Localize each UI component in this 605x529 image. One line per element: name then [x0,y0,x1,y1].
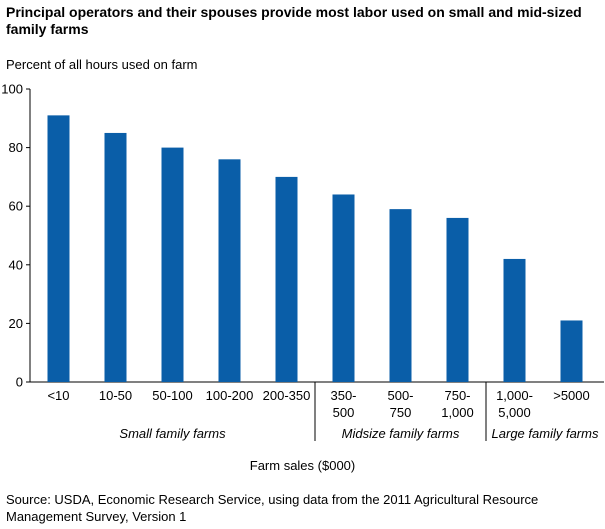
y-axis-label: Percent of all hours used on farm [6,57,198,72]
x-tick-label: 200-350 [263,388,311,403]
group-label: Small family farms [119,426,226,441]
bar [218,159,241,382]
y-tick-label: 20 [9,316,23,331]
bar [332,194,355,382]
bar [560,320,583,382]
x-tick-label: 1,000 [441,405,474,420]
bar [446,217,469,382]
x-tick-label: 1,000- [496,388,533,403]
bar [104,132,127,382]
y-tick-label: 40 [9,257,23,272]
x-tick-label: 350- [330,388,356,403]
x-tick-label: 10-50 [99,388,132,403]
y-tick-label: 80 [9,140,23,155]
x-axis-label: Farm sales ($000) [249,458,356,473]
y-tick-label: 60 [9,199,23,214]
bar [47,115,70,383]
x-tick-label: 500 [333,405,355,420]
bar [389,209,412,382]
bar [503,258,526,382]
bar [275,176,298,382]
group-label: Midsize family farms [342,426,460,441]
chart-title: Principal operators and their spouses pr… [6,4,582,37]
x-tick-label: 500- [387,388,413,403]
x-tick-label: 100-200 [206,388,254,403]
x-tick-label: 50-100 [152,388,192,403]
x-tick-label: >5000 [553,388,590,403]
x-tick-label: 750- [444,388,470,403]
y-tick-label: 0 [16,375,23,390]
x-tick-label: 5,000 [498,405,531,420]
source-note: Source: USDA, Economic Research Service,… [6,492,539,524]
x-tick-label: <10 [47,388,69,403]
bar [161,147,184,382]
x-tick-label: 750 [390,405,412,420]
group-label: Large family farms [492,426,599,441]
y-tick-label: 100 [1,82,23,97]
